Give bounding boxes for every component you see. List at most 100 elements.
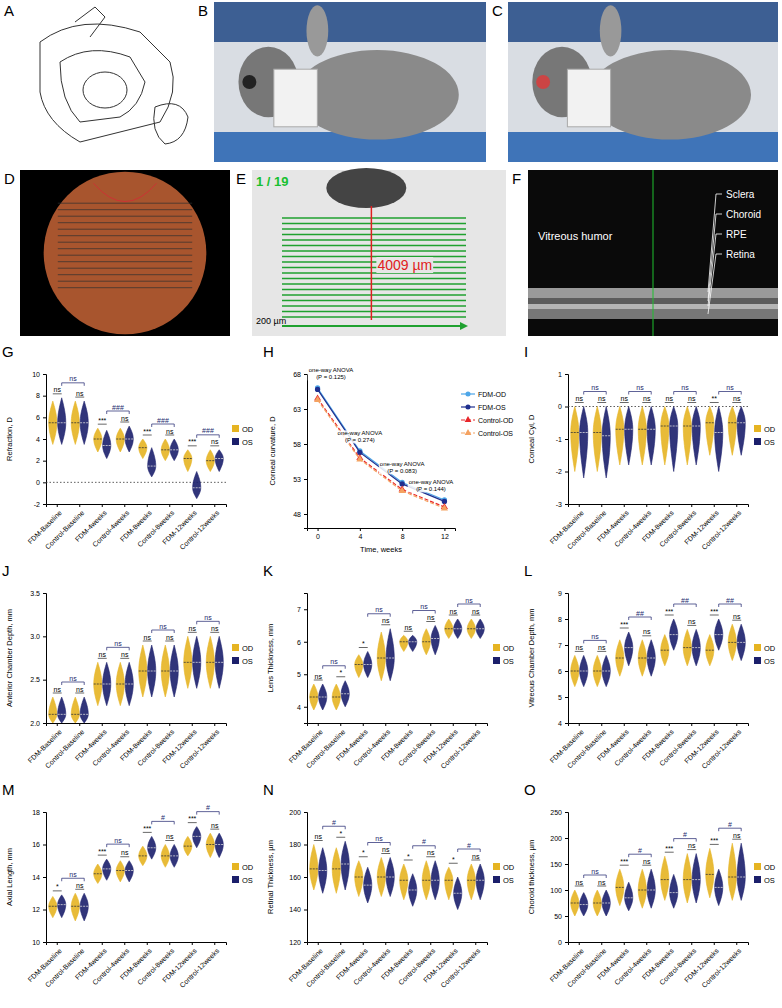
tick-label: Control-12weeks bbox=[439, 947, 481, 989]
legend-swatch bbox=[232, 644, 239, 651]
violin bbox=[193, 827, 201, 848]
tick-mark bbox=[79, 723, 80, 726]
tick-mark bbox=[385, 942, 386, 945]
median-line bbox=[715, 432, 723, 433]
annotation: one-way ANOVA(P = 0.144) bbox=[408, 479, 455, 492]
panel-letter: H bbox=[263, 343, 274, 360]
tick-label: 10 bbox=[32, 371, 40, 378]
legend-label: OS bbox=[764, 876, 775, 885]
violin bbox=[593, 890, 601, 916]
tick-mark bbox=[601, 504, 602, 507]
violin bbox=[400, 864, 408, 900]
median-line bbox=[715, 634, 723, 635]
chart-panel: H485358636804812Time, weeksCorneal curva… bbox=[263, 343, 513, 554]
legend-swatch bbox=[232, 863, 239, 870]
median-line bbox=[728, 877, 736, 878]
bracket bbox=[210, 829, 219, 830]
tick-mark bbox=[304, 707, 307, 708]
bracket bbox=[152, 424, 175, 427]
significance-label: ns bbox=[375, 835, 383, 842]
x-axis: FDM-BaselineControl-BaselineFDM-4weeksCo… bbox=[288, 723, 488, 770]
median-line bbox=[422, 880, 430, 881]
tick-mark bbox=[304, 812, 307, 813]
x-axis: FDM-BaselineControl-BaselineFDM-4weeksCo… bbox=[27, 723, 227, 770]
tick-mark bbox=[43, 910, 46, 911]
tick: 2 bbox=[36, 457, 46, 464]
y-axis: 1012141618 bbox=[32, 809, 46, 946]
tick-label: Control-Baseline bbox=[44, 728, 86, 770]
tick: 53 bbox=[293, 476, 307, 483]
bracket bbox=[98, 855, 107, 856]
bracket bbox=[719, 828, 742, 831]
violin bbox=[737, 843, 745, 900]
tick: 150 bbox=[550, 861, 568, 868]
bracket bbox=[674, 839, 697, 842]
violin bbox=[476, 864, 484, 900]
axis-line bbox=[565, 594, 569, 724]
significance-label: ns bbox=[166, 634, 174, 641]
tick-mark bbox=[691, 723, 692, 726]
tick: Control-Baseline bbox=[44, 504, 86, 550]
layer-label: Choroid bbox=[726, 209, 761, 220]
violin bbox=[661, 407, 669, 466]
tick-mark bbox=[736, 504, 737, 507]
y-axis: 120140160180200 bbox=[289, 809, 307, 946]
panel-letter: N bbox=[263, 781, 274, 798]
median-line bbox=[310, 868, 318, 869]
tick-mark bbox=[444, 528, 445, 531]
tick-label: Control-4weeks bbox=[613, 728, 653, 768]
median-line bbox=[49, 906, 57, 907]
violin bbox=[332, 848, 340, 894]
tick-mark bbox=[102, 723, 103, 726]
tick-mark bbox=[736, 942, 737, 945]
median-line bbox=[94, 873, 102, 874]
bracket bbox=[120, 658, 129, 659]
tick-mark bbox=[169, 942, 170, 945]
annotation-text: one-way ANOVA bbox=[409, 479, 454, 485]
median-line bbox=[445, 628, 453, 629]
tick-label: 1 bbox=[558, 371, 562, 378]
tick-label: 6 bbox=[558, 668, 562, 675]
tick-label: 100 bbox=[550, 887, 562, 894]
median-line bbox=[647, 890, 655, 891]
median-line bbox=[170, 855, 178, 856]
drawing bbox=[40, 7, 188, 144]
tick-label: Control-4weeks bbox=[91, 728, 131, 768]
tick: 180 bbox=[289, 841, 307, 848]
violin bbox=[647, 407, 655, 466]
median-line bbox=[206, 460, 214, 461]
tick-mark bbox=[624, 942, 625, 945]
y-axis: -3-2-101 bbox=[556, 371, 569, 508]
annotations: nsns***ns***ns***nsns######### bbox=[53, 375, 219, 446]
tick-mark bbox=[57, 723, 58, 726]
significance-label: ns bbox=[144, 634, 152, 641]
tick-mark bbox=[565, 439, 568, 440]
tick-mark bbox=[453, 723, 454, 726]
tick: Control-Baseline bbox=[566, 504, 608, 550]
bracket bbox=[620, 628, 629, 629]
median-line bbox=[638, 658, 646, 659]
significance-label: ns bbox=[76, 882, 84, 889]
violin bbox=[683, 854, 691, 903]
tick-label: 6 bbox=[297, 638, 301, 645]
bracket bbox=[458, 849, 481, 852]
violin bbox=[661, 856, 669, 900]
median-line bbox=[341, 693, 349, 694]
median-line bbox=[80, 714, 88, 715]
image-panel: B bbox=[198, 2, 486, 162]
median-line bbox=[454, 628, 462, 629]
tick-label: Control-12weeks bbox=[178, 947, 220, 989]
y-axis: 2.02.53.03.5 bbox=[30, 590, 46, 727]
image bbox=[20, 2, 192, 162]
median-line bbox=[148, 847, 156, 848]
legend-label: OD bbox=[242, 425, 254, 434]
significance-label: ns bbox=[121, 651, 129, 658]
chart-panel: K4567FDM-BaselineControl-BaselineFDM-4we… bbox=[263, 562, 515, 770]
significance-label: # bbox=[206, 804, 210, 811]
bracket bbox=[597, 886, 606, 887]
violin bbox=[431, 861, 439, 900]
tick-mark bbox=[360, 528, 361, 531]
violin bbox=[319, 684, 327, 710]
tick: -2 bbox=[34, 501, 46, 508]
tick: 7 bbox=[558, 642, 568, 649]
